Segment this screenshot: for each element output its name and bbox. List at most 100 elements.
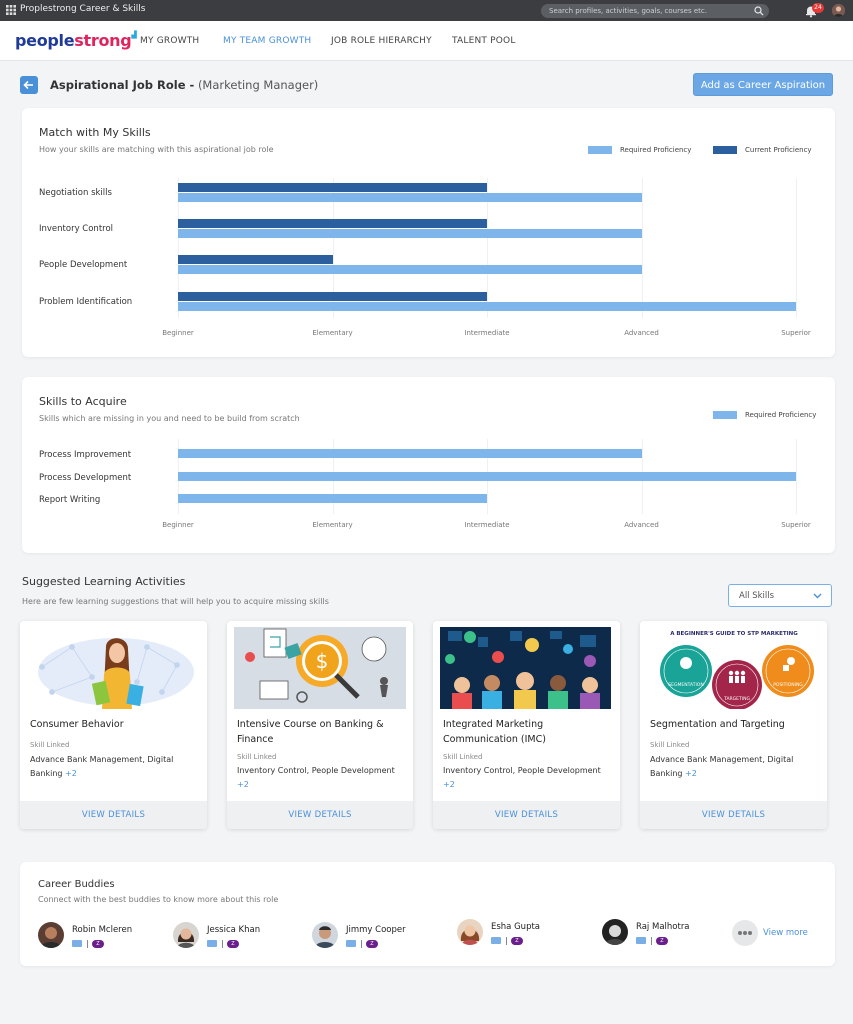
view-details-button[interactable]: VIEW DETAILS bbox=[433, 801, 620, 829]
nav-my-growth[interactable]: MY GROWTH bbox=[140, 36, 200, 46]
skill-linked-label: Skill Linked bbox=[443, 753, 483, 761]
svg-text:$: $ bbox=[316, 649, 329, 673]
stp-marketing-image: A BEGINNER'S GUIDE TO STP MARKETING SEGM… bbox=[649, 627, 819, 709]
learning-card[interactable]: A BEGINNER'S GUIDE TO STP MARKETING SEGM… bbox=[640, 621, 827, 829]
more-dots-icon bbox=[732, 920, 758, 946]
learning-card[interactable]: Consumer Behavior Skill Linked Advance B… bbox=[20, 621, 207, 829]
grid-line bbox=[796, 439, 797, 514]
legend-required: Required Proficiency bbox=[588, 146, 691, 154]
buddy-name: Jessica Khan bbox=[207, 925, 261, 935]
page-title: Aspirational Job Role - (Marketing Manag… bbox=[50, 78, 318, 92]
learning-subtitle: Here are few learning suggestions that w… bbox=[22, 597, 329, 606]
skill-linked-label: Skill Linked bbox=[650, 741, 690, 749]
required-proficiency-bar bbox=[178, 229, 642, 238]
avatar bbox=[312, 922, 338, 948]
grid-line bbox=[178, 178, 179, 318]
required-proficiency-bar bbox=[178, 449, 642, 458]
search-input[interactable] bbox=[549, 4, 749, 18]
skill-linked-label: Skill Linked bbox=[30, 741, 70, 749]
skills-acquire-subtitle: Skills which are missing in you and need… bbox=[39, 414, 300, 423]
axis-tick-label: Superior bbox=[781, 329, 811, 337]
match-skills-title: Match with My Skills bbox=[39, 126, 151, 139]
grid-line bbox=[332, 178, 334, 318]
skill-label: Problem Identification bbox=[39, 297, 133, 307]
skill-linked-more[interactable]: +2 bbox=[685, 769, 697, 778]
grid-line bbox=[641, 178, 643, 318]
consumer-behavior-image bbox=[32, 627, 198, 709]
skill-linked-label: Skill Linked bbox=[237, 753, 277, 761]
view-details-button[interactable]: VIEW DETAILS bbox=[227, 801, 413, 829]
chat-z-icon[interactable]: Z bbox=[656, 937, 668, 945]
legend-current-label: Current Proficiency bbox=[745, 146, 812, 154]
learning-card-title: Integrated Marketing Communication (IMC) bbox=[443, 719, 546, 745]
buddy-name: Raj Malhotra bbox=[636, 922, 690, 932]
banking-course-image: $ bbox=[234, 627, 406, 709]
match-skills-subtitle: How your skills are matching with this a… bbox=[39, 145, 274, 154]
required-proficiency-bar bbox=[178, 494, 487, 503]
learning-card[interactable]: Integrated Marketing Communication (IMC)… bbox=[433, 621, 620, 829]
skill-linked-value: Advance Bank Management, Digital Banking… bbox=[30, 753, 200, 781]
acquire-legend-swatch bbox=[713, 411, 737, 419]
skill-linked-text: Advance Bank Management, Digital Banking bbox=[30, 755, 174, 778]
add-career-aspiration-button[interactable]: Add as Career Aspiration bbox=[693, 73, 833, 96]
skills-filter-value: All Skills bbox=[739, 591, 775, 601]
view-details-button[interactable]: VIEW DETAILS bbox=[640, 801, 827, 829]
mail-icon[interactable] bbox=[207, 940, 217, 947]
brand-mark-icon: ▟ bbox=[131, 31, 137, 39]
required-proficiency-bar bbox=[178, 193, 642, 202]
buddy-name: Robin Mcleren bbox=[72, 925, 133, 935]
divider bbox=[651, 937, 652, 945]
chevron-down-icon bbox=[813, 593, 822, 599]
current-proficiency-bar bbox=[178, 219, 487, 228]
back-button[interactable] bbox=[20, 76, 38, 94]
skills-acquire-chart: Beginner Elementary Intermediate Advanced Su… bbox=[22, 377, 835, 553]
skill-linked-more[interactable]: +2 bbox=[65, 769, 77, 778]
avatar bbox=[602, 919, 628, 945]
avatar bbox=[38, 922, 64, 948]
axis-tick-label: Advanced bbox=[624, 329, 659, 337]
user-avatar[interactable] bbox=[832, 4, 845, 17]
view-details-button[interactable]: VIEW DETAILS bbox=[20, 801, 207, 829]
mail-icon[interactable] bbox=[346, 940, 356, 947]
skills-acquire-card: Skills to Acquire Skills which are missi… bbox=[22, 377, 835, 553]
view-more-link[interactable]: View more bbox=[763, 928, 808, 938]
chat-z-icon[interactable]: Z bbox=[511, 937, 523, 945]
nav-job-role-hierarchy[interactable]: JOB ROLE HIERARCHY bbox=[331, 36, 432, 46]
brand-logo[interactable]: peoplestrong▟ bbox=[15, 31, 137, 50]
nav-talent-pool[interactable]: TALENT POOL bbox=[452, 36, 516, 46]
chat-z-icon[interactable]: Z bbox=[366, 940, 378, 948]
app-title: Proplestrong Career & Skills bbox=[20, 4, 146, 14]
imc-image bbox=[440, 627, 611, 709]
career-buddies-subtitle: Connect with the best buddies to know mo… bbox=[38, 895, 279, 904]
skill-label: Report Writing bbox=[39, 495, 101, 505]
chat-z-icon[interactable]: Z bbox=[227, 940, 239, 948]
required-proficiency-bar bbox=[178, 302, 796, 311]
app-grid-icon[interactable] bbox=[6, 5, 16, 15]
nav-my-team-growth[interactable]: MY TEAM GROWTH bbox=[223, 36, 312, 46]
chat-z-icon[interactable]: Z bbox=[92, 940, 104, 948]
search-icon[interactable] bbox=[754, 6, 764, 16]
axis-tick-label: Elementary bbox=[312, 329, 353, 337]
skills-acquire-title: Skills to Acquire bbox=[39, 395, 127, 408]
acquire-legend-label: Required Proficiency bbox=[745, 411, 817, 419]
mail-icon[interactable] bbox=[72, 940, 82, 947]
page-title-main: Aspirational Job Role - bbox=[50, 78, 195, 92]
global-search[interactable] bbox=[541, 4, 769, 18]
skill-label: Negotiation skills bbox=[39, 188, 112, 198]
skill-linked-text: Advance Bank Management, Digital Banking bbox=[650, 755, 794, 778]
required-proficiency-bar bbox=[178, 472, 796, 481]
mail-icon[interactable] bbox=[491, 937, 501, 944]
skill-linked-more[interactable]: +2 bbox=[237, 780, 249, 789]
top-nav: peoplestrong▟ MY GROWTH MY TEAM GROWTH J… bbox=[0, 21, 853, 61]
divider bbox=[506, 937, 507, 945]
learning-card[interactable]: $ Intensive Course on Banking & Finance … bbox=[227, 621, 413, 829]
avatar bbox=[457, 919, 483, 945]
skill-linked-value: Inventory Control, People Development +2 bbox=[237, 764, 407, 792]
system-bar: Proplestrong Career & Skills 24 bbox=[0, 0, 853, 21]
skills-filter-dropdown[interactable]: All Skills bbox=[728, 584, 832, 607]
stp-circle-2-label: TARGETING bbox=[724, 697, 750, 702]
avatar bbox=[173, 922, 199, 948]
skill-linked-more[interactable]: +2 bbox=[443, 780, 455, 789]
mail-icon[interactable] bbox=[636, 937, 646, 944]
skill-label: People Development bbox=[39, 260, 128, 270]
